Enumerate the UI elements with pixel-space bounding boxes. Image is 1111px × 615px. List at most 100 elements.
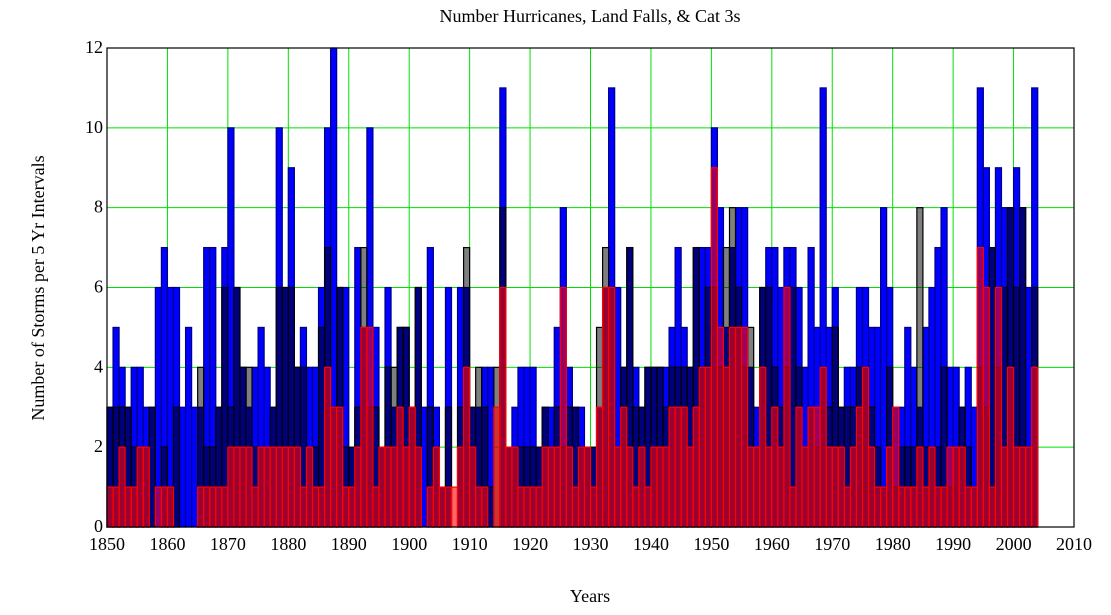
bar	[614, 446, 622, 528]
y-tick-label: 8	[94, 197, 103, 217]
bar	[922, 486, 930, 528]
bar	[342, 486, 350, 528]
bar	[994, 286, 1003, 528]
bar	[553, 446, 561, 528]
bar	[734, 326, 743, 528]
y-tick-label: 4	[94, 356, 103, 376]
bar	[390, 446, 398, 528]
bar	[879, 207, 888, 528]
bar	[795, 406, 803, 528]
bar	[638, 446, 646, 528]
y-tick-label: 2	[94, 436, 103, 456]
bar	[728, 326, 737, 528]
bar	[753, 446, 761, 528]
x-tick-label: 1910	[452, 534, 488, 554]
bar	[559, 286, 567, 528]
bar	[680, 406, 688, 528]
bar	[710, 167, 719, 528]
bar	[354, 446, 362, 528]
bar	[184, 326, 193, 528]
bar	[112, 486, 120, 528]
bar	[970, 486, 978, 528]
bar	[257, 446, 265, 528]
bar	[759, 366, 767, 528]
bar	[396, 406, 404, 528]
bar	[577, 446, 586, 528]
bar	[692, 406, 700, 528]
bar	[632, 486, 640, 528]
bar	[988, 486, 997, 528]
bar	[384, 446, 392, 528]
bar	[456, 446, 465, 528]
x-tick-label: 1960	[754, 534, 790, 554]
x-tick-label: 2000	[996, 534, 1032, 554]
bar	[227, 446, 235, 528]
bar	[450, 486, 459, 528]
bar	[505, 446, 513, 528]
bar	[233, 446, 241, 528]
x-tick-label: 1860	[149, 534, 185, 554]
bar	[499, 286, 507, 528]
bar	[946, 446, 954, 528]
bar	[686, 446, 694, 528]
chart-title: Number Hurricanes, Land Falls, & Cat 3s	[440, 6, 741, 26]
bar	[626, 446, 634, 528]
bar	[136, 446, 144, 528]
bar	[209, 486, 217, 528]
bar	[148, 406, 156, 528]
bar	[765, 446, 773, 528]
x-tick-label: 1970	[814, 534, 850, 554]
bar	[565, 446, 573, 528]
bar	[722, 366, 731, 528]
bar	[1031, 366, 1039, 528]
bar	[849, 446, 858, 528]
bar	[674, 406, 682, 528]
bar	[106, 486, 114, 528]
bar	[988, 246, 997, 528]
bar	[330, 406, 338, 528]
bar	[215, 486, 223, 528]
bar	[462, 366, 471, 528]
bar	[892, 406, 900, 528]
bar	[541, 446, 549, 528]
x-axis-label: Years	[570, 586, 610, 606]
bar	[124, 486, 132, 528]
bar	[861, 366, 870, 528]
x-tick-label: 1930	[573, 534, 609, 554]
bar	[873, 486, 882, 528]
bar	[650, 446, 658, 528]
bar	[317, 486, 326, 528]
bar	[698, 366, 706, 528]
bar	[783, 286, 791, 528]
bar	[771, 406, 779, 528]
bar	[589, 486, 598, 528]
bar	[251, 486, 259, 528]
bar	[517, 486, 525, 528]
bar	[1000, 446, 1009, 528]
bar	[263, 446, 271, 528]
bar	[142, 446, 150, 528]
bar	[801, 446, 809, 528]
x-tick-label: 1990	[935, 534, 971, 554]
x-tick-label: 1950	[693, 534, 729, 554]
bar	[867, 446, 876, 528]
x-tick-label: 1880	[270, 534, 306, 554]
bar	[608, 286, 616, 528]
bar	[493, 406, 501, 528]
bar	[336, 406, 344, 528]
bar	[191, 406, 199, 528]
y-axis-label: Number of Storms per 5 Yr Intervals	[28, 155, 48, 420]
bar	[197, 486, 205, 528]
bar	[408, 406, 416, 528]
bar	[178, 406, 187, 528]
bar	[740, 326, 749, 528]
bar	[166, 486, 175, 528]
bar	[831, 446, 839, 528]
bar	[275, 446, 283, 528]
bar	[656, 446, 664, 528]
bar	[928, 446, 936, 528]
bar	[281, 446, 289, 528]
bar	[1025, 446, 1033, 528]
bar	[571, 486, 580, 528]
